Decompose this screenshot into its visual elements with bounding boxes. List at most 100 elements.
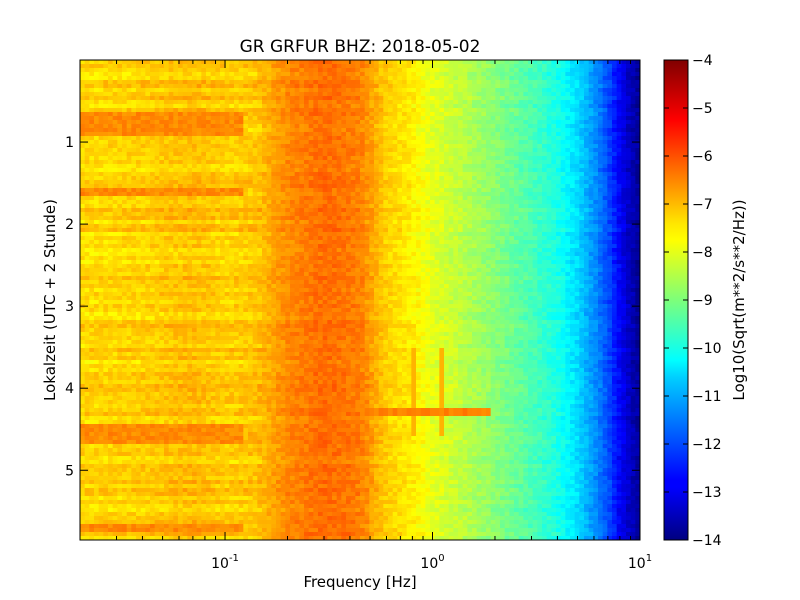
heatmap-cell — [210, 168, 216, 173]
heatmap-cell — [472, 120, 478, 125]
heatmap-cell — [220, 216, 226, 221]
heatmap-cell — [341, 172, 347, 177]
heatmap-cell — [444, 76, 450, 81]
heatmap-cell — [210, 184, 216, 189]
heatmap-cell — [383, 156, 389, 161]
heatmap-cell — [80, 116, 86, 121]
heatmap-cell — [89, 192, 95, 197]
heatmap-cell — [434, 192, 440, 197]
heatmap-cell — [327, 224, 333, 229]
heatmap-cell — [514, 188, 520, 193]
heatmap-cell — [420, 176, 426, 181]
heatmap-cell — [560, 72, 566, 77]
heatmap-cell — [593, 60, 599, 65]
heatmap-cell — [341, 184, 347, 189]
heatmap-cell — [150, 76, 156, 81]
heatmap-cell — [448, 148, 454, 153]
heatmap-cell — [94, 140, 100, 145]
heatmap-cell — [266, 68, 272, 73]
heatmap-cell — [392, 192, 398, 197]
heatmap-cell — [327, 180, 333, 185]
heatmap-cell — [528, 204, 534, 209]
heatmap-cell — [136, 164, 142, 169]
heatmap-cell — [112, 140, 118, 145]
heatmap-cell — [332, 224, 338, 229]
heatmap-cell — [336, 180, 342, 185]
heatmap-cell — [500, 116, 506, 121]
heatmap-cell — [514, 204, 520, 209]
heatmap-cell — [280, 108, 286, 113]
heatmap-cell — [112, 164, 118, 169]
heatmap-cell — [360, 92, 366, 97]
heatmap-cell — [444, 160, 450, 165]
heatmap-cell — [276, 188, 282, 193]
heatmap-cell — [103, 172, 109, 177]
heatmap-cell — [462, 132, 468, 137]
heatmap-cell — [392, 168, 398, 173]
heatmap-cell — [220, 208, 226, 213]
heatmap-cell — [238, 68, 244, 73]
heatmap-cell — [444, 128, 450, 133]
heatmap-cell — [532, 152, 538, 157]
heatmap-cell — [635, 64, 640, 69]
heatmap-cell — [364, 140, 370, 145]
heatmap-cell — [248, 220, 254, 225]
heatmap-cell — [168, 120, 174, 125]
heatmap-cell — [360, 76, 366, 81]
heatmap-cell — [565, 68, 571, 73]
heatmap-cell — [584, 208, 590, 213]
heatmap-cell — [635, 188, 640, 193]
heatmap-cell — [383, 108, 389, 113]
heatmap-cell — [630, 156, 636, 161]
heatmap-cell — [80, 196, 86, 201]
heatmap-cell — [229, 180, 235, 185]
heatmap-cell — [248, 88, 254, 93]
heatmap-cell — [313, 192, 319, 197]
heatmap-cell — [523, 128, 529, 133]
heatmap-cell — [630, 160, 636, 165]
heatmap-cell — [411, 112, 417, 117]
heatmap-cell — [80, 68, 86, 73]
heatmap-cell — [238, 212, 244, 217]
heatmap-cell — [318, 148, 324, 153]
heatmap-cell — [514, 64, 520, 69]
heatmap-cell — [84, 144, 90, 149]
heatmap-cell — [570, 200, 576, 205]
heatmap-cell — [108, 156, 114, 161]
heatmap-cell — [532, 204, 538, 209]
heatmap-cell — [350, 72, 356, 77]
heatmap-cell — [411, 88, 417, 93]
heatmap-cell — [173, 68, 179, 73]
heatmap-cell — [145, 76, 151, 81]
heatmap-cell — [341, 212, 347, 217]
heatmap-cell — [630, 68, 636, 73]
heatmap-cell — [224, 160, 230, 165]
heatmap-cell — [364, 164, 370, 169]
heatmap-cell — [112, 72, 118, 77]
heatmap-cell — [392, 164, 398, 169]
heatmap-cell — [434, 84, 440, 89]
heatmap-cell — [280, 112, 286, 117]
heatmap-cell — [350, 76, 356, 81]
heatmap-cell — [313, 100, 319, 105]
heatmap-cell — [453, 200, 459, 205]
heatmap-cell — [612, 132, 618, 137]
heatmap-cell — [294, 212, 300, 217]
heatmap-cell — [416, 152, 422, 157]
heatmap-cell — [117, 224, 123, 229]
heatmap-cell — [481, 64, 487, 69]
heatmap-cell — [201, 104, 207, 109]
heatmap-cell — [612, 216, 618, 221]
heatmap-cell — [621, 180, 627, 185]
heatmap-cell — [551, 88, 557, 93]
heatmap-cell — [257, 96, 263, 101]
heatmap-cell — [364, 108, 370, 113]
heatmap-cell — [285, 88, 291, 93]
heatmap-cell — [514, 156, 520, 161]
heatmap-cell — [304, 136, 310, 141]
heatmap-cell — [103, 60, 109, 65]
heatmap-cell — [131, 164, 137, 169]
heatmap-cell — [178, 124, 184, 129]
heatmap-cell — [616, 160, 622, 165]
heatmap-cell — [486, 120, 492, 125]
